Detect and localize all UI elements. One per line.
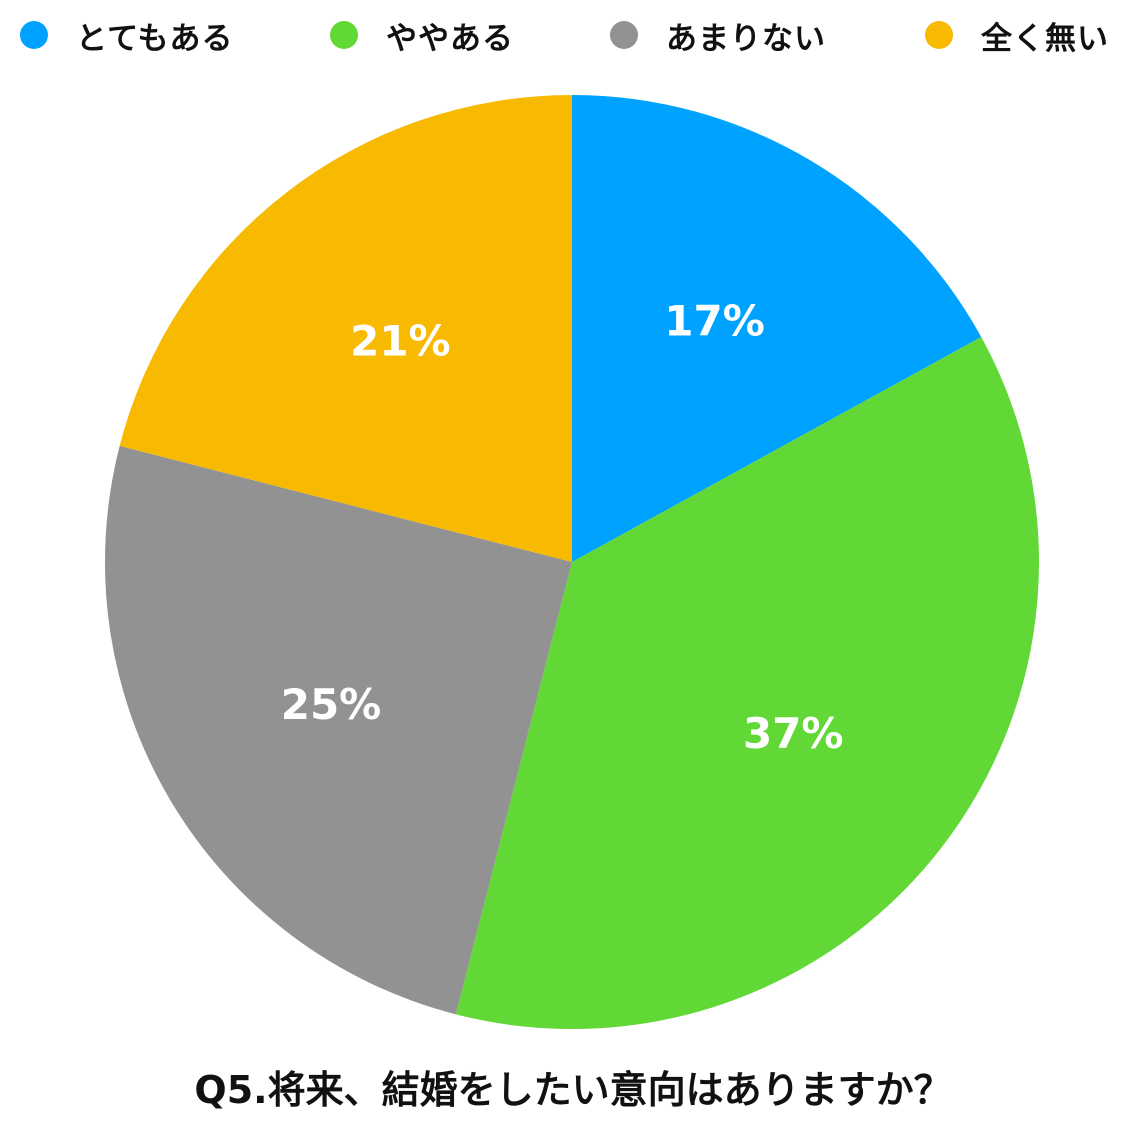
legend-swatch-totemo-aru xyxy=(20,21,48,49)
legend-label-amari-nai: あまりない xyxy=(666,20,826,57)
legend-swatch-yaya-aru xyxy=(330,21,358,49)
pie-label-totemo-aru: 17% xyxy=(664,296,765,345)
pie-slice-mattaku-nai xyxy=(119,95,572,562)
chart-title: Q5.将来、結婚をしたい意向はありますか？ xyxy=(194,1068,952,1112)
legend-item-mattaku-nai: 全く無い xyxy=(925,10,1109,60)
legend-item-yaya-aru: ややある xyxy=(330,10,514,60)
legend-swatch-amari-nai xyxy=(610,21,638,49)
pie-label-amari-nai: 25% xyxy=(281,680,382,729)
pie-label-mattaku-nai: 21% xyxy=(350,316,451,365)
legend-item-amari-nai: あまりない xyxy=(610,10,826,60)
pie-labels: 17% 37% 25% 21% xyxy=(281,296,844,758)
legend-label-mattaku-nai: 全く無い xyxy=(981,20,1109,57)
pie-label-yaya-aru: 37% xyxy=(743,709,844,758)
legend: とてもある ややある あまりない 全く無い xyxy=(0,10,1146,60)
legend-label-totemo-aru: とてもある xyxy=(76,20,234,57)
pie-slice-yaya-aru xyxy=(455,337,1039,1030)
pie-slice-totemo-aru xyxy=(572,95,982,562)
pie-slice-amari-nai xyxy=(105,445,573,1015)
legend-swatch-mattaku-nai xyxy=(925,21,953,49)
legend-label-yaya-aru: ややある xyxy=(386,20,514,57)
pie-slices xyxy=(105,95,1039,1030)
legend-item-totemo-aru: とてもある xyxy=(20,10,234,60)
